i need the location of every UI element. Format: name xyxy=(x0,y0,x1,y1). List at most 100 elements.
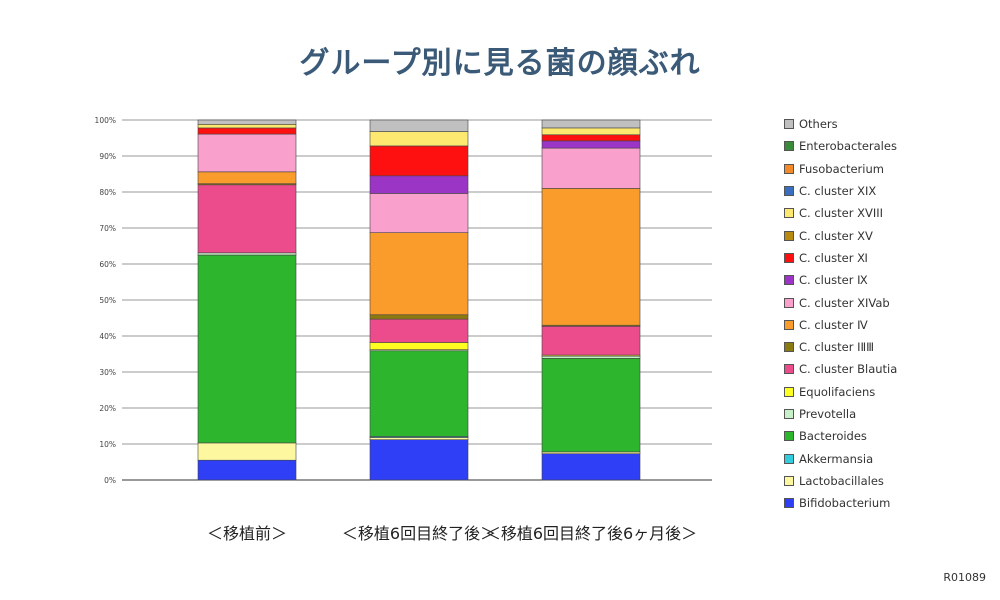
bar-segment-prevotella xyxy=(541,355,641,359)
bar-segment-c-cluster- xyxy=(541,134,641,142)
legend-swatch xyxy=(784,364,794,375)
legend-item: Akkermansia xyxy=(784,447,897,469)
bar-segment-prevotella xyxy=(197,252,297,256)
bar-segment-c-cluster- xyxy=(197,171,297,185)
legend-label: C. cluster Ⅳ xyxy=(799,317,868,332)
bar-segment-c-cluster- xyxy=(197,127,297,135)
legend-label: C. cluster XIVab xyxy=(799,295,890,310)
y-tick-label: 10% xyxy=(99,440,116,449)
bar-segment-c-cluster- xyxy=(369,145,469,177)
legend-swatch xyxy=(784,431,794,442)
bar-segment-others xyxy=(541,119,641,129)
y-tick-label: 60% xyxy=(99,260,116,269)
legend-item: Fusobacterium xyxy=(784,158,897,180)
legend-swatch xyxy=(784,319,794,330)
bar-segment-c-cluster-xviii xyxy=(369,131,469,147)
bar-segment-c-cluster-blautia xyxy=(369,318,469,343)
legend-label: Bifidobacterium xyxy=(799,496,891,511)
bar-segment-c-cluster-xviii xyxy=(197,124,297,129)
bar-segment-others xyxy=(197,119,297,125)
legend-label: Others xyxy=(799,117,838,132)
legend-swatch xyxy=(784,342,794,353)
bar-segment-c-cluster-xviii xyxy=(541,127,641,136)
legend-swatch xyxy=(784,297,794,308)
legend-swatch xyxy=(784,386,794,397)
legend-swatch xyxy=(784,475,794,486)
bar-segment-c-cluster-blautia xyxy=(197,184,297,254)
y-tick-label: 50% xyxy=(99,296,116,305)
bar-segment-bifidobacterium xyxy=(541,453,641,481)
y-tick-label: 90% xyxy=(99,152,116,161)
legend-swatch xyxy=(784,252,794,263)
chart-title: グループ別に見る菌の顔ぶれ xyxy=(299,46,701,81)
bar-segment-c-cluster- xyxy=(541,140,641,149)
legend-item: Bacteroides xyxy=(784,425,897,447)
legend-label: C. cluster XIX xyxy=(799,184,877,199)
bar-segment-lactobacillales xyxy=(197,442,297,461)
legend-swatch xyxy=(784,498,794,509)
category-label: ＜移植6回目終了後6ヶ月後＞ xyxy=(484,524,698,543)
legend-item: Enterobacterales xyxy=(784,135,897,157)
legend-item: Bifidobacterium xyxy=(784,492,897,514)
legend-label: C. cluster Blautia xyxy=(799,362,898,377)
bar-segment-lactobacillales xyxy=(369,437,469,440)
bar-segment-c-cluster-xivab xyxy=(197,133,297,173)
legend-label: Fusobacterium xyxy=(799,161,884,176)
category-label: ＜移植前＞ xyxy=(206,524,288,543)
bar-segment-bacteroides xyxy=(541,358,641,453)
y-tick-label: 0% xyxy=(104,476,116,485)
legend-item: Prevotella xyxy=(784,403,897,425)
bar-segment-c-cluster- xyxy=(369,314,469,320)
legend-swatch xyxy=(784,230,794,241)
legend-swatch xyxy=(784,453,794,464)
legend-label: C. cluster XVIII xyxy=(799,206,884,221)
legend-label: Lactobacillales xyxy=(799,473,884,488)
legend-label: Enterobacterales xyxy=(799,139,897,154)
y-tick-label: 20% xyxy=(99,404,116,413)
y-tick-label: 30% xyxy=(99,368,116,377)
y-tick-label: 100% xyxy=(95,116,116,125)
legend-item: Lactobacillales xyxy=(784,470,897,492)
legend-item: Equolifaciens xyxy=(784,381,897,403)
legend-item: C. cluster Blautia xyxy=(784,358,897,380)
footnote-code: R01089 xyxy=(943,571,986,584)
bar-segment-equolifaciens xyxy=(369,342,469,350)
y-tick-label: 80% xyxy=(99,188,116,197)
legend-label: C. cluster XV xyxy=(799,228,873,243)
bar-segment-c-cluster- xyxy=(541,188,641,326)
bar-segment-c-cluster- xyxy=(369,232,469,316)
legend-item: Others xyxy=(784,113,897,135)
legend-item: C. cluster Ⅺ xyxy=(784,247,897,269)
legend-label: C. cluster ⅠⅡⅢ xyxy=(799,340,875,355)
y-tick-label: 70% xyxy=(99,224,116,233)
bar-segment-bifidobacterium xyxy=(197,459,297,481)
legend-swatch xyxy=(784,208,794,219)
bar-segment-bacteroides xyxy=(369,350,469,437)
legend-swatch xyxy=(784,163,794,174)
legend-item: C. cluster Ⅳ xyxy=(784,314,897,336)
legend-label: Bacteroides xyxy=(799,429,867,444)
legend-label: C. cluster Ⅺ xyxy=(799,250,868,265)
legend-swatch xyxy=(784,275,794,286)
bar-segment-c-cluster- xyxy=(369,175,469,194)
legend-swatch xyxy=(784,141,794,152)
bar-segment-c-cluster-blautia xyxy=(541,325,641,356)
legend-label: Akkermansia xyxy=(799,451,874,466)
legend-item: C. cluster XIX xyxy=(784,180,897,202)
legend-swatch xyxy=(784,409,794,419)
legend-item: C. cluster XVIII xyxy=(784,202,897,224)
chart-legend: Others Enterobacterales Fusobacterium C. cl… xyxy=(784,113,897,514)
legend-item: C. cluster ⅠⅡⅢ xyxy=(784,336,897,358)
bar-segment-bifidobacterium xyxy=(369,439,469,481)
bar-segment-bacteroides xyxy=(197,254,297,444)
legend-item: C. cluster XIVab xyxy=(784,291,897,313)
legend-item: C. cluster Ⅸ xyxy=(784,269,897,291)
bar-segment-c-cluster-xivab xyxy=(541,147,641,189)
legend-item: C. cluster XV xyxy=(784,224,897,246)
legend-label: Equolifaciens xyxy=(799,384,876,399)
legend-swatch xyxy=(784,119,794,130)
category-label: ＜移植6回目終了後＞ xyxy=(341,524,497,543)
legend-label: Prevotella xyxy=(799,407,857,421)
bar-segment-c-cluster-xivab xyxy=(369,193,469,233)
